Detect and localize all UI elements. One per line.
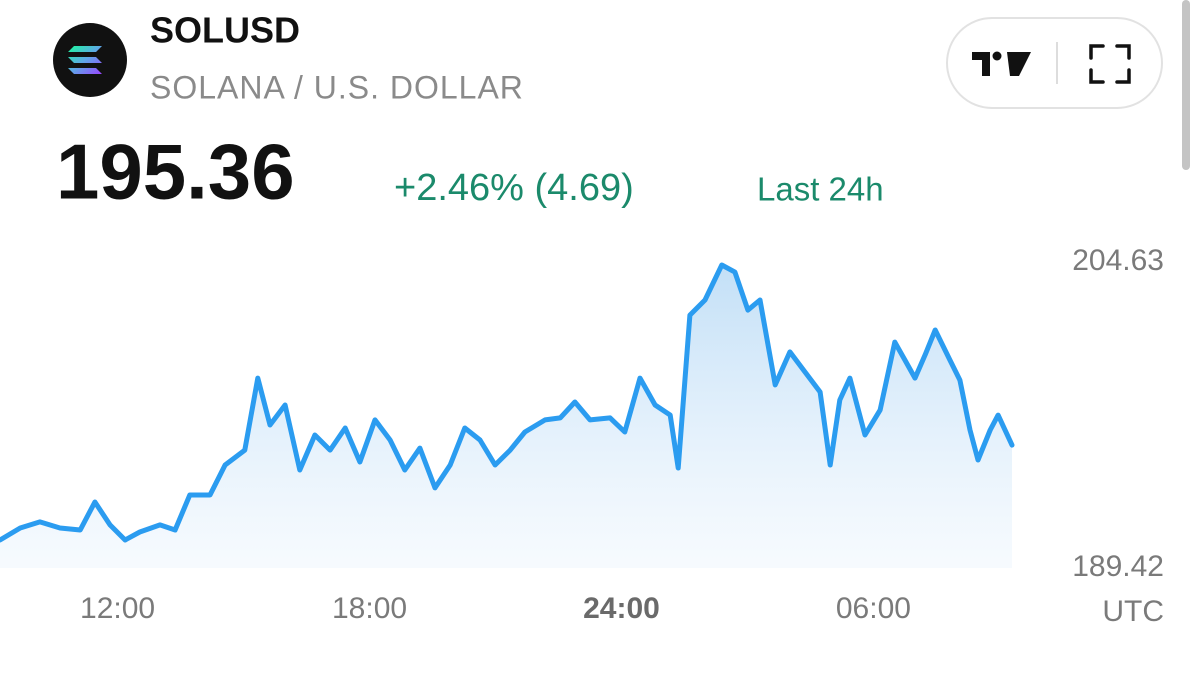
x-axis-label: UTC bbox=[1102, 595, 1164, 628]
price-line bbox=[0, 262, 1015, 543]
fullscreen-button[interactable] bbox=[1089, 44, 1131, 84]
x-tick-label: 06:00 bbox=[836, 592, 911, 625]
toolbar bbox=[946, 17, 1163, 109]
area bbox=[0, 265, 1012, 568]
tradingview-button[interactable] bbox=[972, 51, 1031, 77]
y-tick-label: 189.42 bbox=[1072, 550, 1164, 583]
x-tick-label: 18:00 bbox=[332, 592, 407, 625]
price: 195.36 bbox=[56, 128, 295, 216]
period: Last 24h bbox=[757, 171, 884, 208]
scrollbar bbox=[1182, 0, 1190, 170]
symbol-name: SOLANA / U.S. DOLLAR bbox=[150, 69, 524, 105]
symbol: SOLUSD bbox=[150, 10, 300, 51]
y-tick-label: 204.63 bbox=[1072, 244, 1164, 277]
logo bbox=[53, 23, 127, 97]
price-change: +2.46% (4.69) bbox=[394, 167, 634, 209]
x-tick-label: 24:00 bbox=[583, 592, 660, 625]
x-tick-label: 12:00 bbox=[80, 592, 155, 625]
